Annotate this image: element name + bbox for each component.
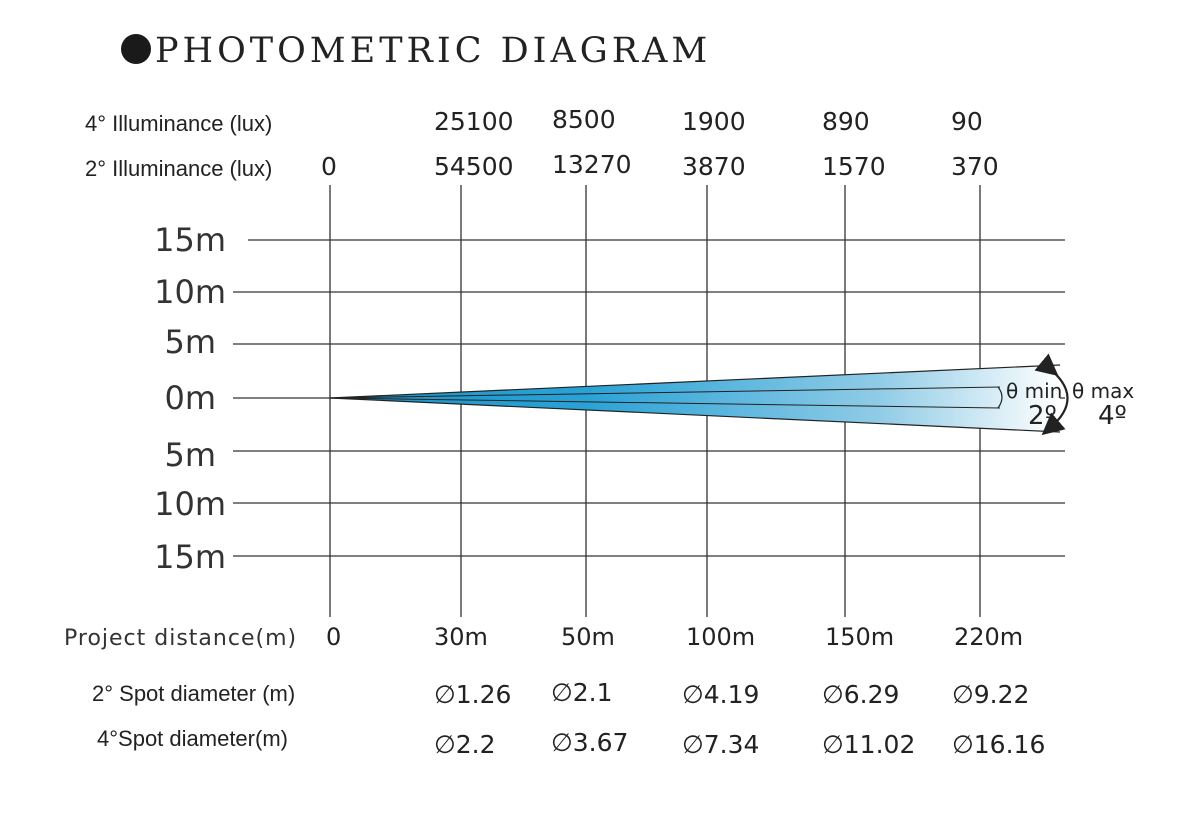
distance-30m: 30m <box>434 623 488 651</box>
spot-2-50m: ∅2.1 <box>551 678 613 707</box>
y-label-10m-top: 10m <box>154 273 226 311</box>
spot-2deg-row: ∅1.26 ∅2.1 ∅4.19 ∅6.29 ∅9.22 <box>434 678 1029 709</box>
project-distance-label: Project distance(m) <box>64 626 297 651</box>
illuminance-2deg-label: 2° Illuminance (lux) <box>85 156 272 181</box>
angle-max-label: 4º <box>1098 401 1127 431</box>
title-bullet-icon <box>121 34 151 64</box>
spot-4-50m: ∅3.67 <box>551 728 628 757</box>
spot-diameter-4deg-label: 4°Spot diameter(m) <box>97 726 288 751</box>
illum-2-150m: 1570 <box>822 152 886 181</box>
illuminance-4deg-label: 4° Illuminance (lux) <box>85 111 272 136</box>
spot-diameter-2deg-label: 2° Spot diameter (m) <box>92 681 295 706</box>
illum-2-30m: 54500 <box>434 152 514 181</box>
y-label-15m-top: 15m <box>154 221 226 259</box>
illum-2-50m: 13270 <box>552 150 632 179</box>
illum-4-100m: 1900 <box>682 107 746 136</box>
beam-cone <box>329 353 1069 436</box>
spot-2-30m: ∅1.26 <box>434 680 511 709</box>
beam-2deg-edge-top <box>329 386 1001 399</box>
spot-2-220m: ∅9.22 <box>952 680 1029 709</box>
theta-min-label: θ min <box>1006 379 1062 403</box>
distance-0: 0 <box>326 623 341 651</box>
illuminance-4deg-row: 25100 8500 1900 890 90 <box>434 105 983 136</box>
y-label-10m-bottom: 10m <box>154 485 226 523</box>
illum-2-0m: 0 <box>321 152 337 181</box>
spot-4-150m: ∅11.02 <box>822 730 915 759</box>
spot-4-30m: ∅2.2 <box>434 730 496 759</box>
beam-2deg-edge-bottom <box>329 397 1001 409</box>
illum-2-100m: 3870 <box>682 152 746 181</box>
illum-4-30m: 25100 <box>434 107 514 136</box>
spot-4deg-row: ∅2.2 ∅3.67 ∅7.34 ∅11.02 ∅16.16 <box>434 728 1045 759</box>
y-label-5m-bottom: 5m <box>164 436 216 474</box>
illum-4-50m: 8500 <box>552 105 616 134</box>
angle-min-label: 2º <box>1028 401 1057 431</box>
theta-max-arc <box>1034 353 1069 436</box>
beam-4deg-area <box>330 365 1060 432</box>
distance-row: 0 30m 50m 100m 150m 220m <box>326 623 1023 651</box>
y-label-0m: 0m <box>164 379 216 417</box>
spot-2-150m: ∅6.29 <box>822 680 899 709</box>
distance-150m: 150m <box>825 623 894 651</box>
y-label-5m-top: 5m <box>164 323 216 361</box>
y-label-15m-bottom: 15m <box>154 538 226 576</box>
theta-min-arc <box>997 386 1003 409</box>
beam-edge-top <box>329 364 1061 399</box>
distance-50m: 50m <box>561 623 615 651</box>
beam-edge-bottom <box>329 397 1061 433</box>
spot-4-100m: ∅7.34 <box>682 730 759 759</box>
illuminance-2deg-row: 0 54500 13270 3870 1570 370 <box>321 150 999 181</box>
distance-100m: 100m <box>686 623 755 651</box>
illum-4-150m: 890 <box>822 107 870 136</box>
page-title: PHOTOMETRIC DIAGRAM <box>155 31 711 71</box>
distance-220m: 220m <box>954 623 1023 651</box>
illum-2-220m: 370 <box>951 152 999 181</box>
theta-max-label: θ max <box>1072 379 1134 403</box>
spot-2-100m: ∅4.19 <box>682 680 759 709</box>
illum-4-220m: 90 <box>951 107 983 136</box>
spot-4-220m: ∅16.16 <box>952 730 1045 759</box>
y-axis-labels: 15m 10m 5m 0m 5m 10m 15m <box>154 221 226 576</box>
